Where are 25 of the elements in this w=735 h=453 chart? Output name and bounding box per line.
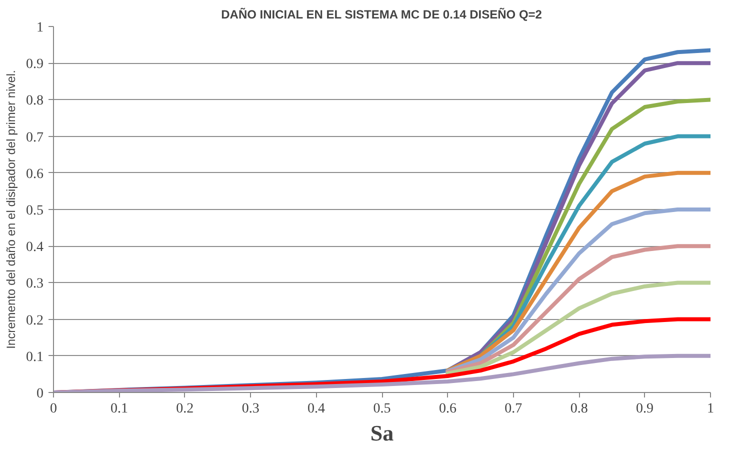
x-tick-label: 0.9 [636,402,654,416]
y-tick-label: 0.1 [26,350,44,365]
x-tick-label: 0.2 [176,402,194,416]
x-tick-label: 0.5 [373,402,391,416]
y-axis-title: Incremento del daño en el disipador del primer nivel. [4,70,18,349]
y-tick-label: 0 [36,386,44,402]
y-tick-label: 0.7 [26,130,44,146]
chart-title: DAÑO INICIAL EN EL SISTEMA MC DE 0.14 DISEÑO Q=2 [221,8,542,22]
x-tick-label: 0.6 [438,402,456,416]
y-tick-label: 0.8 [26,94,44,109]
y-tick-label: 0.2 [26,313,44,328]
x-tick-label: 0.1 [110,402,128,416]
y-tick-label: 1 [36,20,44,36]
y-tick-label: 0.5 [26,204,44,218]
y-tick-label: 0.6 [26,166,44,182]
x-axis-title: Sa [370,420,394,446]
x-tick-label: 0.7 [504,402,522,416]
x-tick-label: 0.4 [308,402,326,416]
x-tick-label: 0.3 [242,402,260,416]
y-tick-label: 0.9 [26,57,44,72]
y-tick-label: 0.4 [26,240,44,256]
y-tick-label: 0.3 [26,276,44,292]
x-tick-label: 1 [707,402,714,416]
x-tick-label: 0 [50,402,57,416]
x-tick-label: 0.8 [570,402,588,416]
